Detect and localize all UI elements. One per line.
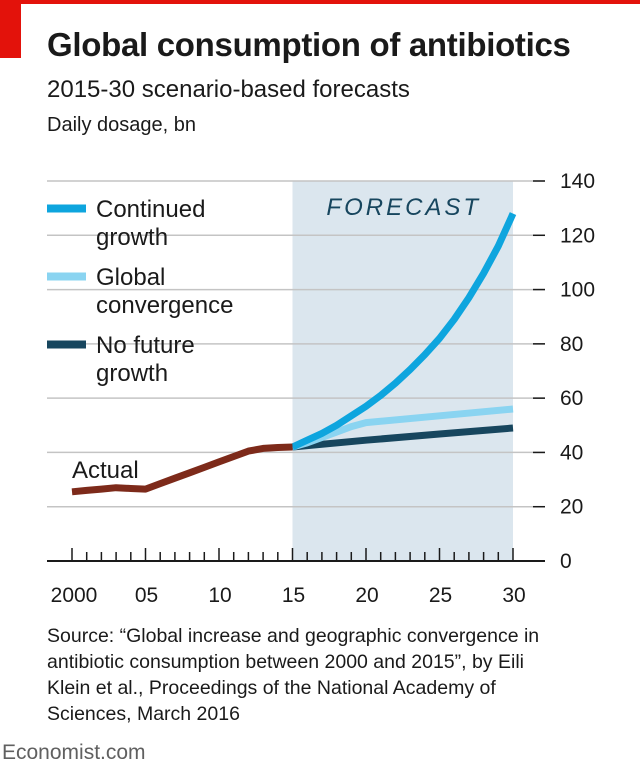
forecast-region (292, 181, 513, 561)
x-tick-label: 25 (429, 584, 452, 607)
series-line-no-future-growth (292, 424, 514, 451)
y-tick-label: 40 (560, 441, 583, 464)
legend-label: Continued (96, 196, 205, 223)
y-tick-label: 100 (560, 279, 595, 302)
source-line: Klein et al., Proceedings of the Nationa… (47, 677, 496, 699)
source-line: Sciences, March 2016 (47, 703, 240, 725)
x-tick-label: 15 (282, 584, 305, 607)
actual-label: Actual (72, 457, 139, 484)
legend-label: Global (96, 264, 165, 291)
y-tick-label: 120 (560, 224, 595, 247)
chart-subtitle: 2015-30 scenario-based forecasts (47, 76, 410, 103)
legend-label: growth (96, 224, 168, 251)
source-line: Source: “Global increase and geographic … (47, 625, 540, 647)
chart-unit-label: Daily dosage, bn (47, 114, 196, 136)
y-tick-label: 0 (560, 550, 572, 573)
y-tick-label: 20 (560, 496, 583, 519)
brand-top-rule (21, 0, 640, 4)
chart-title: Global consumption of antibiotics (47, 26, 571, 63)
legend-label: growth (96, 360, 168, 387)
x-tick-label: 10 (208, 584, 231, 607)
y-tick-label: 80 (560, 333, 583, 356)
series-line-actual (71, 443, 293, 496)
economist-logo-text[interactable]: Economist.com (2, 741, 146, 764)
forecast-label: FORECAST (326, 194, 481, 221)
legend-label: convergence (96, 292, 233, 319)
x-tick-label: 20 (355, 584, 378, 607)
legend-label: No future (96, 332, 195, 359)
x-tick-label: 05 (135, 584, 158, 607)
brand-red-tag (0, 0, 21, 58)
series-line-continued-growth (291, 212, 517, 451)
y-tick-label: 60 (560, 387, 583, 410)
x-tick-label: 2000 (51, 584, 98, 607)
line-chart: FORECAST 0 20 40 60 80 100 120 140 2000 05 10 15 20 25… (47, 170, 595, 607)
x-tick-label: 30 (502, 584, 525, 607)
source-note: Source: “Global increase and geographic … (47, 623, 617, 727)
source-line: antibiotic consumption between 2000 and … (47, 651, 524, 673)
y-tick-label: 140 (560, 170, 595, 193)
